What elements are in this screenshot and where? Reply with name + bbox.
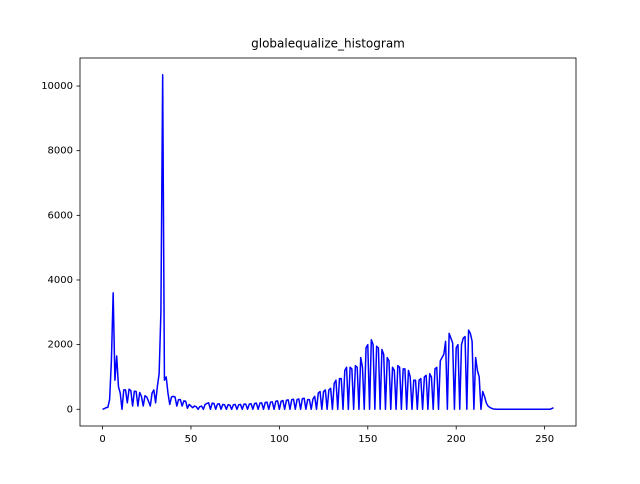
- y-tick-label: 4000: [48, 275, 73, 286]
- x-tick-label: 250: [535, 434, 554, 445]
- y-tick-label: 0: [67, 404, 73, 415]
- y-tick-label: 2000: [48, 340, 73, 351]
- y-tick-label: 6000: [48, 210, 73, 221]
- x-tick-label: 150: [358, 434, 377, 445]
- x-tick-label: 200: [447, 434, 466, 445]
- data-line: [102, 73, 554, 411]
- x-tick-label: 50: [185, 434, 198, 445]
- x-tick-label: 0: [99, 434, 105, 445]
- y-tick-label: 10000: [41, 81, 73, 92]
- x-tick-label: 100: [270, 434, 289, 445]
- chart-title: globalequalize_histogram: [251, 37, 405, 51]
- axes-frame: [79, 57, 577, 427]
- y-tick-label: 8000: [48, 146, 73, 157]
